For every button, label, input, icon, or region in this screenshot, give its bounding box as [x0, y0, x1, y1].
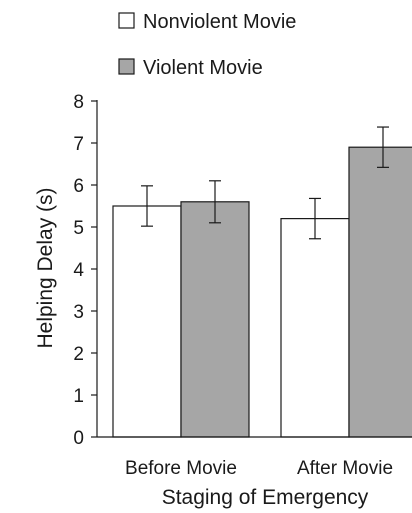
y-tick-label: 4	[73, 260, 84, 281]
x-tick-label: Before Movie	[125, 458, 237, 479]
bar-nonviolent-before	[112, 205, 182, 438]
y-axis-title: Helping Delay (s)	[34, 187, 57, 348]
error-bar	[209, 180, 221, 224]
legend: Nonviolent Movie Violent Movie	[118, 11, 296, 79]
y-tick-label: 2	[73, 344, 84, 365]
bar-violent-after	[348, 146, 412, 438]
error-bars	[141, 126, 389, 240]
legend-swatch-nonviolent	[118, 12, 135, 29]
legend-label-violent: Violent Movie	[143, 57, 263, 79]
x-axis-title: Staging of Emergency	[162, 486, 369, 509]
legend-item-violent: Violent Movie	[118, 57, 263, 79]
y-tick-label: 0	[73, 428, 84, 449]
y-axis-ticks: 0 1 2 3 4 5 6 7 8	[73, 92, 97, 449]
y-tick-label: 3	[73, 302, 84, 323]
legend-label-nonviolent: Nonviolent Movie	[143, 11, 296, 33]
error-bar	[309, 197, 321, 240]
bar-violent-before	[180, 201, 250, 438]
y-tick-label: 8	[73, 92, 84, 113]
error-bar	[141, 185, 153, 227]
bars	[112, 146, 412, 438]
legend-item-nonviolent: Nonviolent Movie	[118, 11, 296, 33]
legend-swatch-violent	[118, 58, 135, 75]
bar-nonviolent-after	[280, 218, 350, 438]
y-tick-label: 5	[73, 218, 84, 239]
x-axis-labels: Before Movie After Movie	[125, 458, 393, 479]
y-tick-label: 7	[73, 134, 84, 155]
y-tick-label: 1	[73, 386, 84, 407]
x-tick-label: After Movie	[297, 458, 393, 479]
error-bar	[377, 126, 389, 168]
y-tick-label: 6	[73, 176, 84, 197]
